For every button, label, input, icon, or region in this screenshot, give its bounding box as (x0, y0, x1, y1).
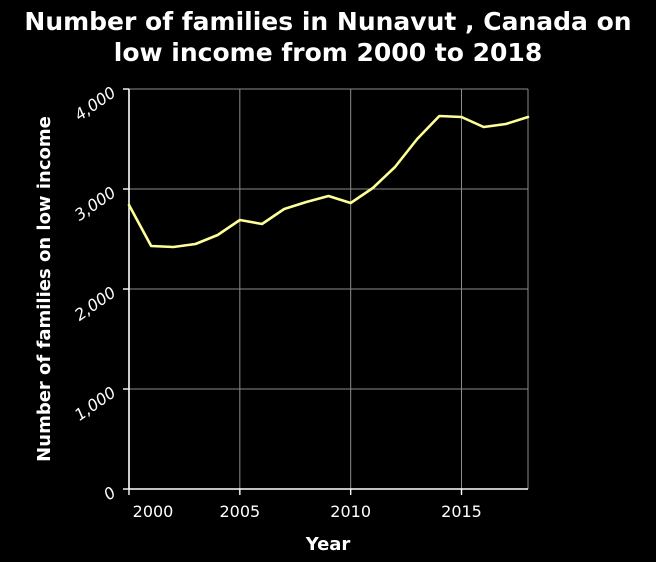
x-tick-label-2010: 2010 (330, 502, 371, 521)
y-tick-label-3000: 3,000 (71, 183, 119, 225)
chart-title: Number of families in Nunavut , Canada o… (0, 6, 656, 68)
grid-lines (129, 88, 529, 489)
y-tick-label-4000: 4,000 (71, 83, 119, 125)
series-line-0 (127, 114, 530, 249)
y-tick-label-0: 0 (100, 483, 119, 504)
x-tick-label-2015: 2015 (441, 502, 482, 521)
y-axis-label: Number of families on low income (34, 116, 55, 462)
series-layer (127, 114, 530, 249)
chart-title-line-1: Number of families in Nunavut , Canada o… (24, 7, 632, 36)
y-tick-label-2000: 2,000 (71, 283, 119, 325)
x-tick-label-2005: 2005 (219, 502, 260, 521)
chart-title-line-2: low income from 2000 to 2018 (113, 38, 543, 67)
y-tick-label-1000: 1,000 (71, 383, 119, 425)
x-tick-label-2000: 2000 (133, 502, 174, 521)
axes (123, 88, 528, 495)
x-axis-label: Year (305, 534, 351, 555)
